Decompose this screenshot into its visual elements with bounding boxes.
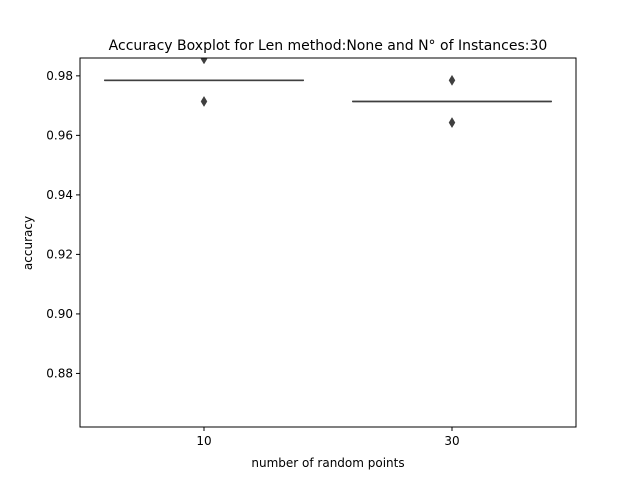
chart-title: Accuracy Boxplot for Len method:None and… [109,38,548,54]
y-axis-label: accuracy [21,216,35,270]
y-tick-label: 0.96 [46,128,73,142]
y-tick-label: 0.98 [46,69,73,83]
x-tick-label: 10 [196,434,211,448]
y-tick-label: 0.94 [46,188,73,202]
y-tick-label: 0.90 [46,307,73,321]
x-tick-label: 30 [444,434,459,448]
y-tick-label: 0.92 [46,247,73,261]
y-tick-label: 0.88 [46,366,73,380]
x-axis-label: number of random points [251,456,404,470]
